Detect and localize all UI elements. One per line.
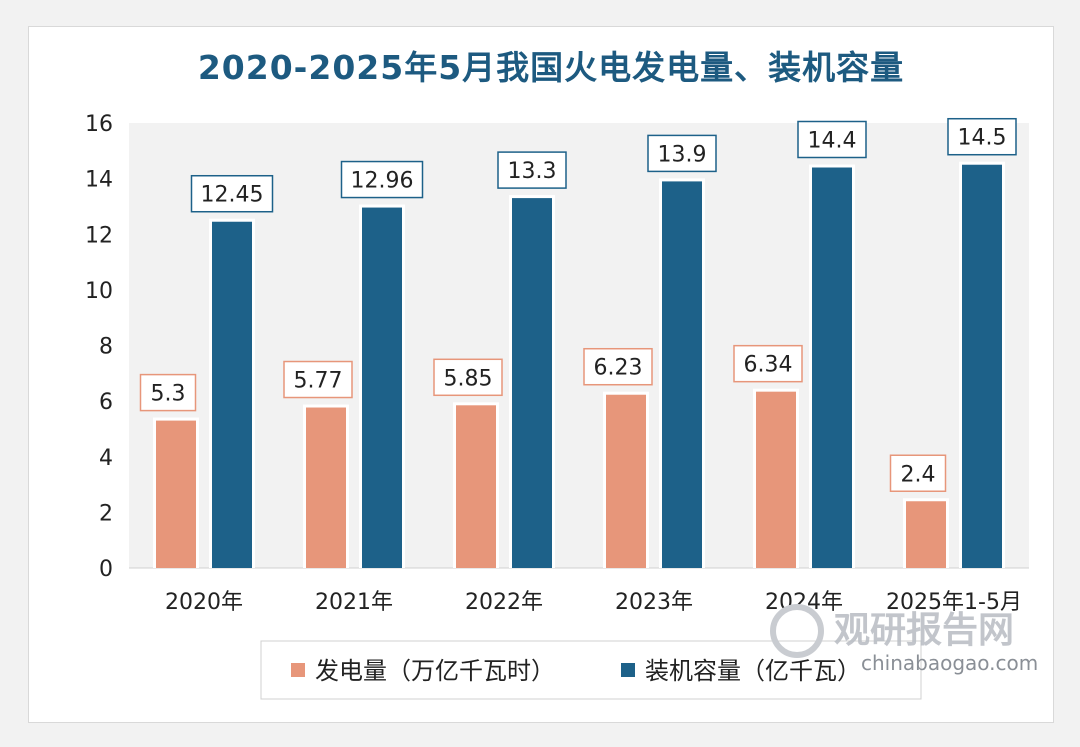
- data-label-box: [283, 360, 353, 399]
- bar-capacity: [212, 221, 252, 568]
- bars: 5.3 12.45 5.77 12.96 5.85 13.3 6.23 13.9 6.34 14.…: [139, 117, 1017, 569]
- data-label: 13.9: [658, 142, 707, 167]
- bar-generation: [456, 405, 496, 568]
- data-label-box: [889, 454, 947, 492]
- y-tick-label: 12: [85, 223, 113, 248]
- legend-label: 发电量（万亿千瓦时）: [315, 657, 555, 685]
- data-label: 6.34: [744, 353, 793, 378]
- x-tick-label: 2025年1-5月: [886, 590, 1022, 615]
- bar-generation: [606, 394, 646, 568]
- y-tick-label: 16: [85, 112, 113, 137]
- x-tick-label: 2024年: [765, 590, 843, 615]
- x-tick-label: 2021年: [315, 590, 393, 615]
- y-tick-label: 6: [99, 390, 113, 415]
- data-label: 14.4: [808, 129, 857, 154]
- data-label-box: [190, 174, 274, 213]
- legend-label: 装机容量（亿千瓦）: [645, 657, 861, 685]
- bar-generation: [906, 501, 946, 568]
- data-label: 6.23: [594, 356, 643, 381]
- y-tick-label: 4: [99, 446, 113, 471]
- bar-capacity: [812, 167, 852, 568]
- data-label: 5.85: [444, 366, 493, 391]
- data-label-box: [433, 358, 503, 397]
- plot-area: [129, 123, 1029, 568]
- watermark-logo-icon: [770, 604, 824, 658]
- bar-capacity: [512, 198, 552, 568]
- data-label-box: [340, 160, 424, 199]
- x-tick-label: 2020年: [165, 590, 243, 615]
- x-tick-label: 2022年: [465, 590, 543, 615]
- y-tick-label: 10: [85, 279, 113, 304]
- data-label-box: [647, 134, 717, 173]
- bar-capacity: [362, 207, 402, 569]
- bar-generation: [306, 407, 346, 568]
- data-label: 5.3: [151, 382, 186, 407]
- data-label-box: [797, 120, 867, 159]
- data-label: 2.4: [901, 462, 936, 487]
- y-tick-label: 2: [99, 501, 113, 526]
- data-label: 13.3: [508, 159, 557, 184]
- watermark: 观研报告网 chinabaogao.com: [770, 604, 1038, 675]
- y-tick-label: 14: [85, 168, 113, 193]
- chart-svg: 2020-2025年5月我国火电发电量、装机容量 0 2 4 6 8 10 12 14 16 5…: [85, 48, 1038, 700]
- legend-items: 发电量（万亿千瓦时） 装机容量（亿千瓦）: [291, 657, 861, 685]
- data-label-box: [497, 151, 567, 189]
- watermark-brand: 观研报告网: [834, 610, 1014, 651]
- legend-swatch: [291, 663, 305, 677]
- data-label: 14.5: [958, 126, 1007, 151]
- y-axis: 0 2 4 6 8 10 12 14 16: [85, 112, 113, 582]
- data-label: 12.96: [351, 169, 414, 194]
- y-tick-label: 0: [99, 557, 113, 582]
- data-label: 12.45: [201, 183, 264, 208]
- data-label-box: [583, 347, 653, 386]
- data-label-box: [733, 344, 803, 383]
- bar-capacity: [962, 164, 1002, 568]
- data-label: 5.77: [294, 369, 343, 394]
- data-label-box: [947, 117, 1017, 156]
- bar-generation: [756, 391, 796, 568]
- data-label-box: [139, 373, 197, 412]
- x-tick-label: 2023年: [615, 590, 693, 615]
- watermark-url: chinabaogao.com: [861, 651, 1038, 675]
- y-tick-label: 8: [99, 335, 113, 360]
- bar-capacity: [662, 181, 702, 568]
- bar-generation: [156, 420, 196, 568]
- chart-title: 2020-2025年5月我国火电发电量、装机容量: [198, 48, 904, 87]
- chart-frame: 2020-2025年5月我国火电发电量、装机容量 0 2 4 6 8 10 12 14 16 5…: [28, 26, 1054, 723]
- legend-swatch: [621, 663, 635, 677]
